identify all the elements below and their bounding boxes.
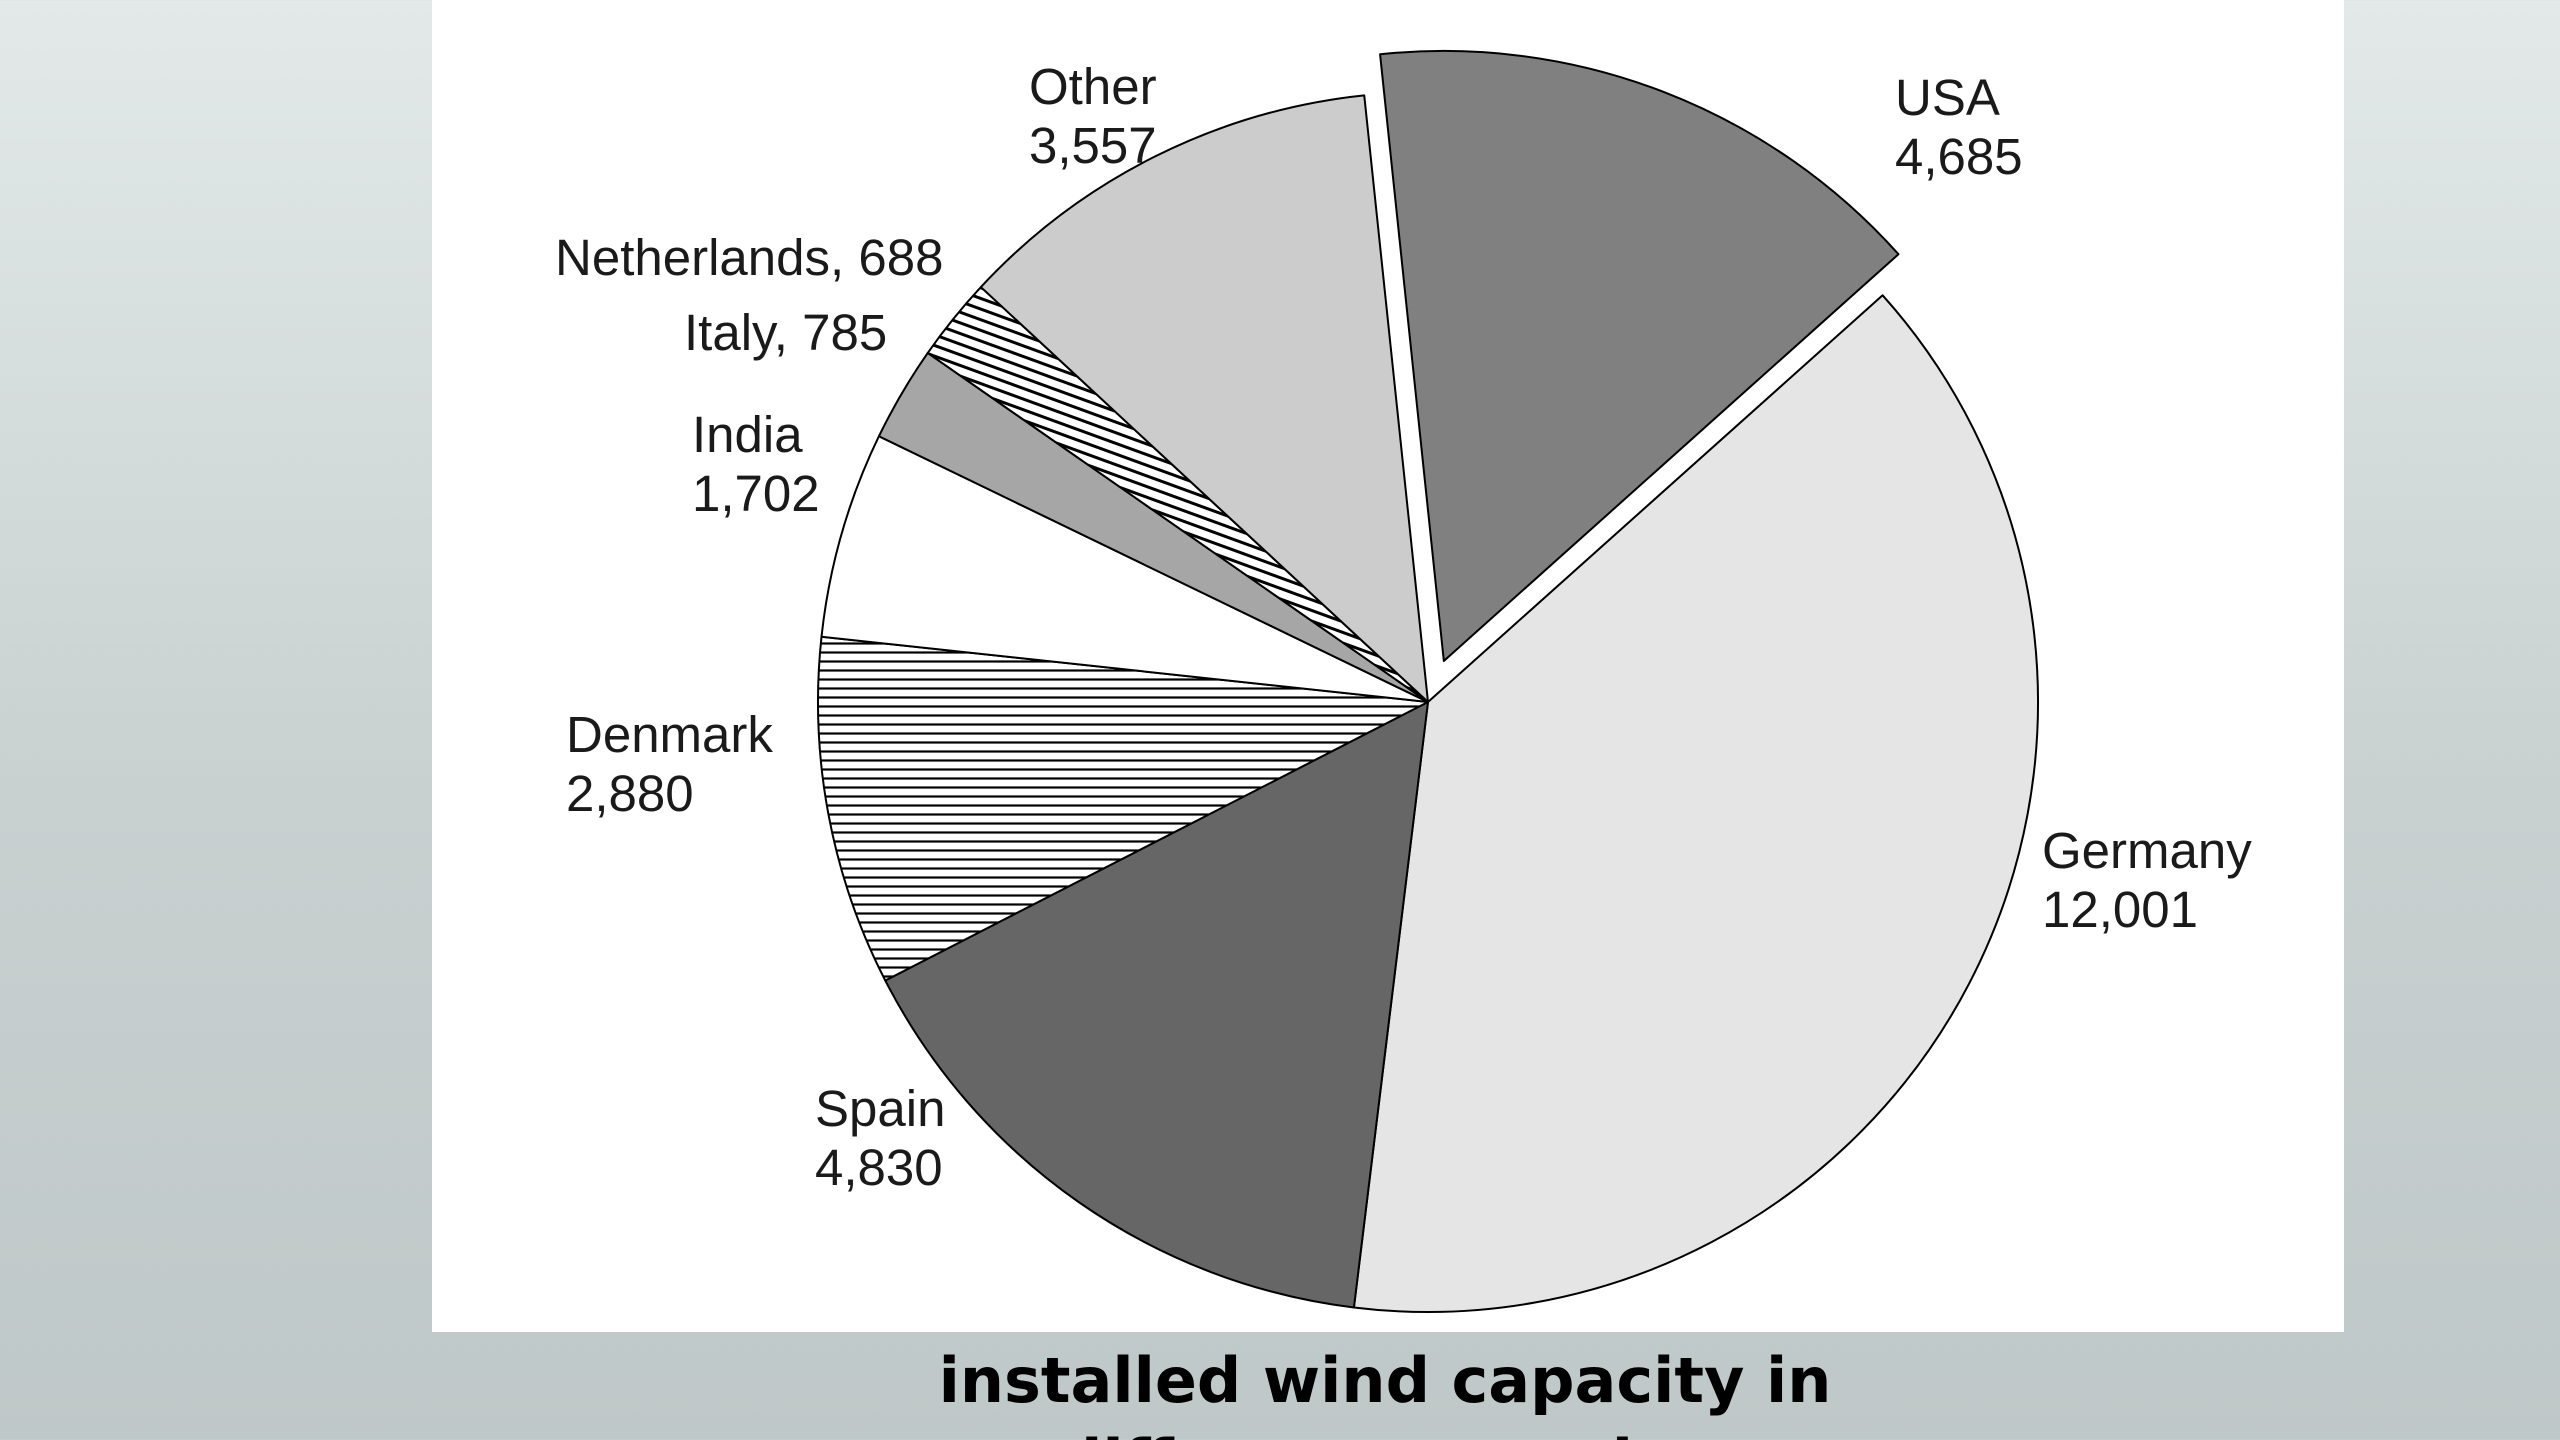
pie-label-netherlands: Netherlands, 688: [555, 229, 943, 286]
pie-label-germany-name: Germany: [2042, 822, 2252, 879]
pie-label-spain-name: Spain: [815, 1080, 945, 1137]
pie-label-denmark-name: Denmark: [566, 706, 773, 763]
pie-slice-india: [820, 435, 1429, 703]
pie-label-spain-value: 4,830: [815, 1139, 943, 1196]
pie-label-usa-name: USA: [1895, 69, 2000, 126]
pie-slice-denmark: [817, 635, 1429, 982]
pie-label-denmark-value: 2,880: [566, 765, 694, 822]
pie-label-other-value: 3,557: [1029, 117, 1157, 174]
pie-label-other-name: Other: [1029, 58, 1157, 115]
pie-slices: [817, 49, 2039, 1313]
pie-label-india-name: India: [692, 406, 803, 463]
pie-slice-usa: [1379, 49, 1900, 662]
pie-slice-spain: [884, 701, 1429, 1309]
pie-label-usa-value: 4,685: [1895, 128, 2023, 185]
caption-line-1: installed wind capacity in: [938, 1344, 1832, 1417]
pie-label-india-value: 1,702: [692, 465, 820, 522]
pie-label-germany-value: 12,001: [2042, 881, 2198, 938]
caption-line-2: different countries: [0, 1422, 2560, 1440]
chart-caption: installed wind capacity in different cou…: [0, 1340, 2560, 1440]
pie-slice-other: [979, 94, 1429, 703]
pie-slice-germany: [1352, 294, 2039, 1313]
pie-label-italy: Italy, 785: [684, 304, 887, 361]
